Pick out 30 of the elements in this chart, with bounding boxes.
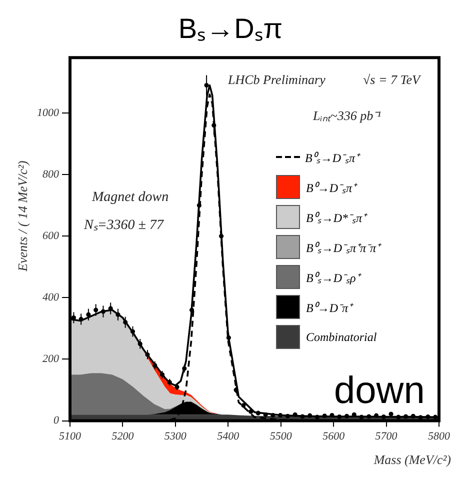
annotation: Magnet down [92, 190, 169, 206]
x-tick-label: 5700 [375, 430, 398, 442]
x-axis-title: Mass (MeV/c²) [374, 452, 451, 468]
annotation: √s = 7 TeV [363, 72, 420, 88]
y-tick-label: 0 [54, 414, 60, 427]
x-tick-label: 5200 [112, 430, 134, 442]
legend-label: B⁰→D⁻ₛπ⁺ [306, 180, 356, 196]
y-tick-label: 800 [42, 168, 60, 180]
x-tick-label: 5300 [164, 430, 187, 442]
legend-label: Combinatorial [306, 330, 377, 344]
annotation: down [334, 370, 425, 413]
legend-label: B⁰ₛ→D⁻ₛρ⁺ [306, 270, 360, 286]
x-tick-label: 5400 [217, 430, 240, 442]
legend-label: B⁰ₛ→D*⁻ₛπ⁺ [306, 210, 366, 226]
y-tick-label: 400 [42, 292, 60, 304]
x-tick-label: 5800 [428, 430, 450, 442]
y-tick-label: 200 [42, 353, 60, 366]
annotation: LHCb Preliminary [228, 72, 326, 88]
annotation: Lᵢₙₜ~336 pb⁻¹ [313, 107, 381, 124]
chart-title: Bₛ→Dₛπ [177, 12, 284, 46]
x-tick-label: 5100 [59, 430, 82, 442]
legend-label: B⁰ₛ→D⁻ₛπ⁺ [305, 150, 360, 166]
legend-label: B⁰ₛ→D⁻ₛπ⁺π⁻π⁺ [306, 240, 380, 256]
legend-label: B⁰→D⁻π⁺ [306, 300, 352, 316]
y-axis-title: Events / ( 14 MeV/c²) [15, 160, 31, 274]
x-tick-label: 5600 [322, 430, 346, 442]
y-tick-label: 600 [42, 230, 60, 242]
x-tick-label: 5500 [270, 430, 292, 442]
y-tick-label: 1000 [37, 106, 60, 119]
annotation: Nₛ=3360 ± 77 [84, 217, 164, 234]
